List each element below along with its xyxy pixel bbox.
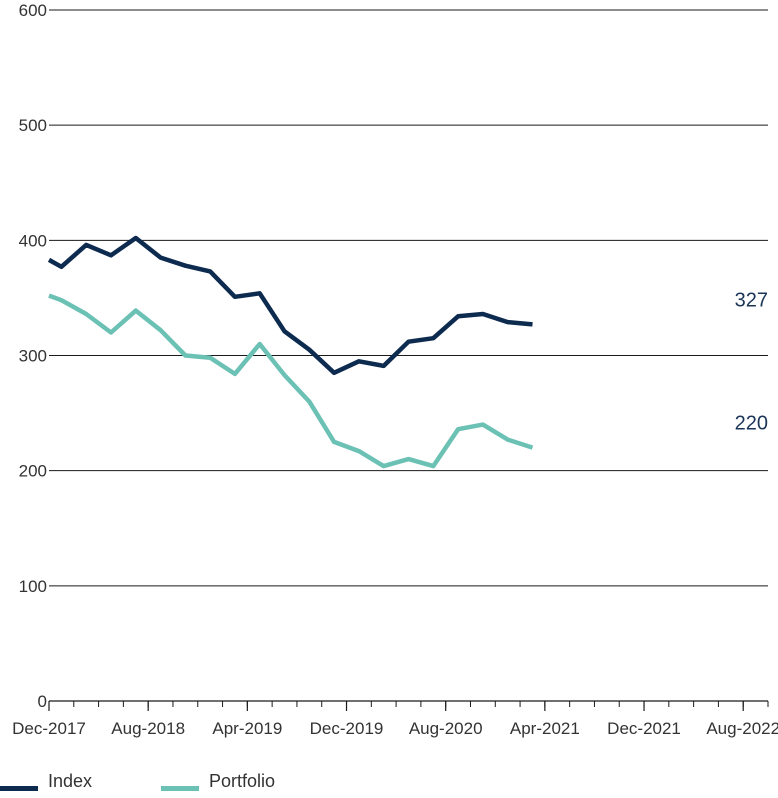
- line-chart: 0 100 200 300 400 500 600 Dec-2017 Aug-2018 Apr-…: [12, 1, 778, 738]
- y-tick-label: 300: [19, 347, 47, 366]
- y-tick-label: 500: [19, 116, 47, 135]
- end-labels: 327 220: [735, 289, 768, 434]
- y-tick-label: 400: [19, 231, 47, 250]
- series-line-index: [47, 235, 533, 376]
- end-label-portfolio: 220: [735, 413, 768, 435]
- x-tick-label: Aug-2022: [706, 719, 778, 738]
- x-tick-label: Apr-2019: [212, 719, 282, 738]
- grid-lines: [49, 9, 768, 587]
- end-label-index: 327: [735, 289, 768, 311]
- y-tick-label: 200: [19, 462, 47, 481]
- series-lines: [47, 235, 534, 469]
- series-line-portfolio: [48, 293, 534, 469]
- y-tick-labels: 0 100 200 300 400 500 600: [19, 1, 47, 711]
- x-tick-label: Aug-2020: [409, 719, 483, 738]
- y-tick-label: 600: [19, 1, 47, 20]
- legend-label: Portfolio: [209, 771, 276, 791]
- y-tick-label: 100: [19, 577, 47, 596]
- legend: Index Portfolio: [0, 770, 778, 798]
- x-axis: Dec-2017 Aug-2018 Apr-2019 Dec-2019 Aug-2020…: [12, 700, 778, 738]
- legend-swatch: [161, 786, 199, 791]
- x-tick-label: Dec-2017: [12, 719, 86, 738]
- x-tick-label: Apr-2021: [510, 719, 580, 738]
- x-tick-label: Aug-2018: [111, 719, 185, 738]
- legend-label: Index: [48, 771, 93, 791]
- x-tick-label: Dec-2019: [310, 719, 384, 738]
- legend-swatch: [0, 786, 38, 791]
- x-tick-label: Dec-2021: [607, 719, 681, 738]
- y-tick-label: 0: [38, 692, 47, 711]
